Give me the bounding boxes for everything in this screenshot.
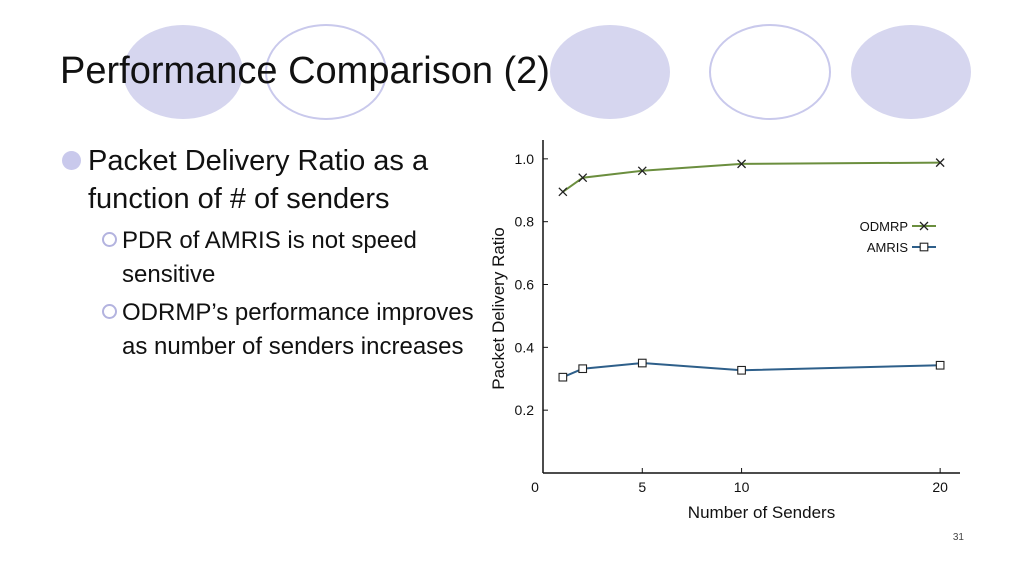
decorative-circles bbox=[123, 24, 971, 120]
y-tick-label: 0.4 bbox=[515, 339, 535, 355]
x-tick-label: 0 bbox=[531, 479, 539, 495]
pdr-line-chart: 0.2 0.4 0.6 0.8 1.0 0 5 10 20 Number of Senders Pa… bbox=[489, 140, 960, 522]
amris-series-line bbox=[562, 362, 941, 379]
main-bullet-text: Packet Delivery Ratio as a function of #… bbox=[88, 145, 429, 215]
sub-bullet-list: PDR of AMRIS is not speed sensitive ODRM… bbox=[62, 224, 492, 364]
legend-marker-odmrp bbox=[919, 221, 929, 231]
x-tick-label: 20 bbox=[932, 479, 948, 495]
odmrp-data-point bbox=[558, 187, 568, 197]
odmrp-series-line bbox=[562, 161, 941, 193]
decor-circle-2 bbox=[265, 24, 387, 120]
decor-circle-3 bbox=[550, 25, 670, 119]
sub-bullet-text: PDR of AMRIS is not speed sensitive bbox=[122, 227, 417, 288]
odmrp-data-point bbox=[637, 166, 647, 176]
bullet-dot-icon bbox=[62, 151, 81, 170]
sub-bullet: ODRMP’s performance improves as number o… bbox=[62, 296, 492, 364]
odmrp-data-point bbox=[578, 173, 588, 183]
bullet-list: Packet Delivery Ratio as a function of #… bbox=[62, 142, 492, 368]
sub-bullet: PDR of AMRIS is not speed sensitive bbox=[62, 224, 492, 292]
y-tick-label: 0.2 bbox=[515, 402, 535, 418]
sub-bullet-text: ODRMP’s performance improves as number o… bbox=[122, 299, 474, 360]
y-axis-title: Packet Delivery Ratio bbox=[489, 227, 508, 390]
main-bullet: Packet Delivery Ratio as a function of #… bbox=[62, 142, 492, 218]
amris-data-point bbox=[578, 364, 588, 374]
y-tick-label: 0.8 bbox=[515, 214, 535, 230]
bullet-ring-icon bbox=[102, 304, 117, 319]
x-axis-title: Number of Senders bbox=[688, 503, 835, 522]
slide-title: Performance Comparison (2) bbox=[60, 50, 550, 92]
bullet-ring-icon bbox=[102, 232, 117, 247]
legend-label-amris: AMRIS bbox=[867, 240, 909, 255]
odmrp-data-point bbox=[935, 158, 945, 168]
amris-data-point bbox=[558, 372, 568, 382]
x-tick-label: 5 bbox=[638, 479, 646, 495]
legend-marker-amris bbox=[919, 242, 929, 252]
decor-circle-5 bbox=[851, 25, 971, 119]
x-tick-label: 10 bbox=[734, 479, 750, 495]
amris-data-point bbox=[737, 365, 746, 375]
legend-label-odmrp: ODMRP bbox=[860, 219, 908, 234]
y-tick-label: 1.0 bbox=[515, 151, 535, 167]
amris-data-point bbox=[935, 360, 945, 370]
decor-circle-4 bbox=[709, 24, 831, 120]
y-tick-label: 0.6 bbox=[515, 277, 535, 293]
page-number: 31 bbox=[952, 532, 964, 543]
decor-circle-1 bbox=[123, 25, 243, 119]
amris-data-point bbox=[637, 358, 647, 368]
odmrp-data-point bbox=[737, 159, 747, 169]
